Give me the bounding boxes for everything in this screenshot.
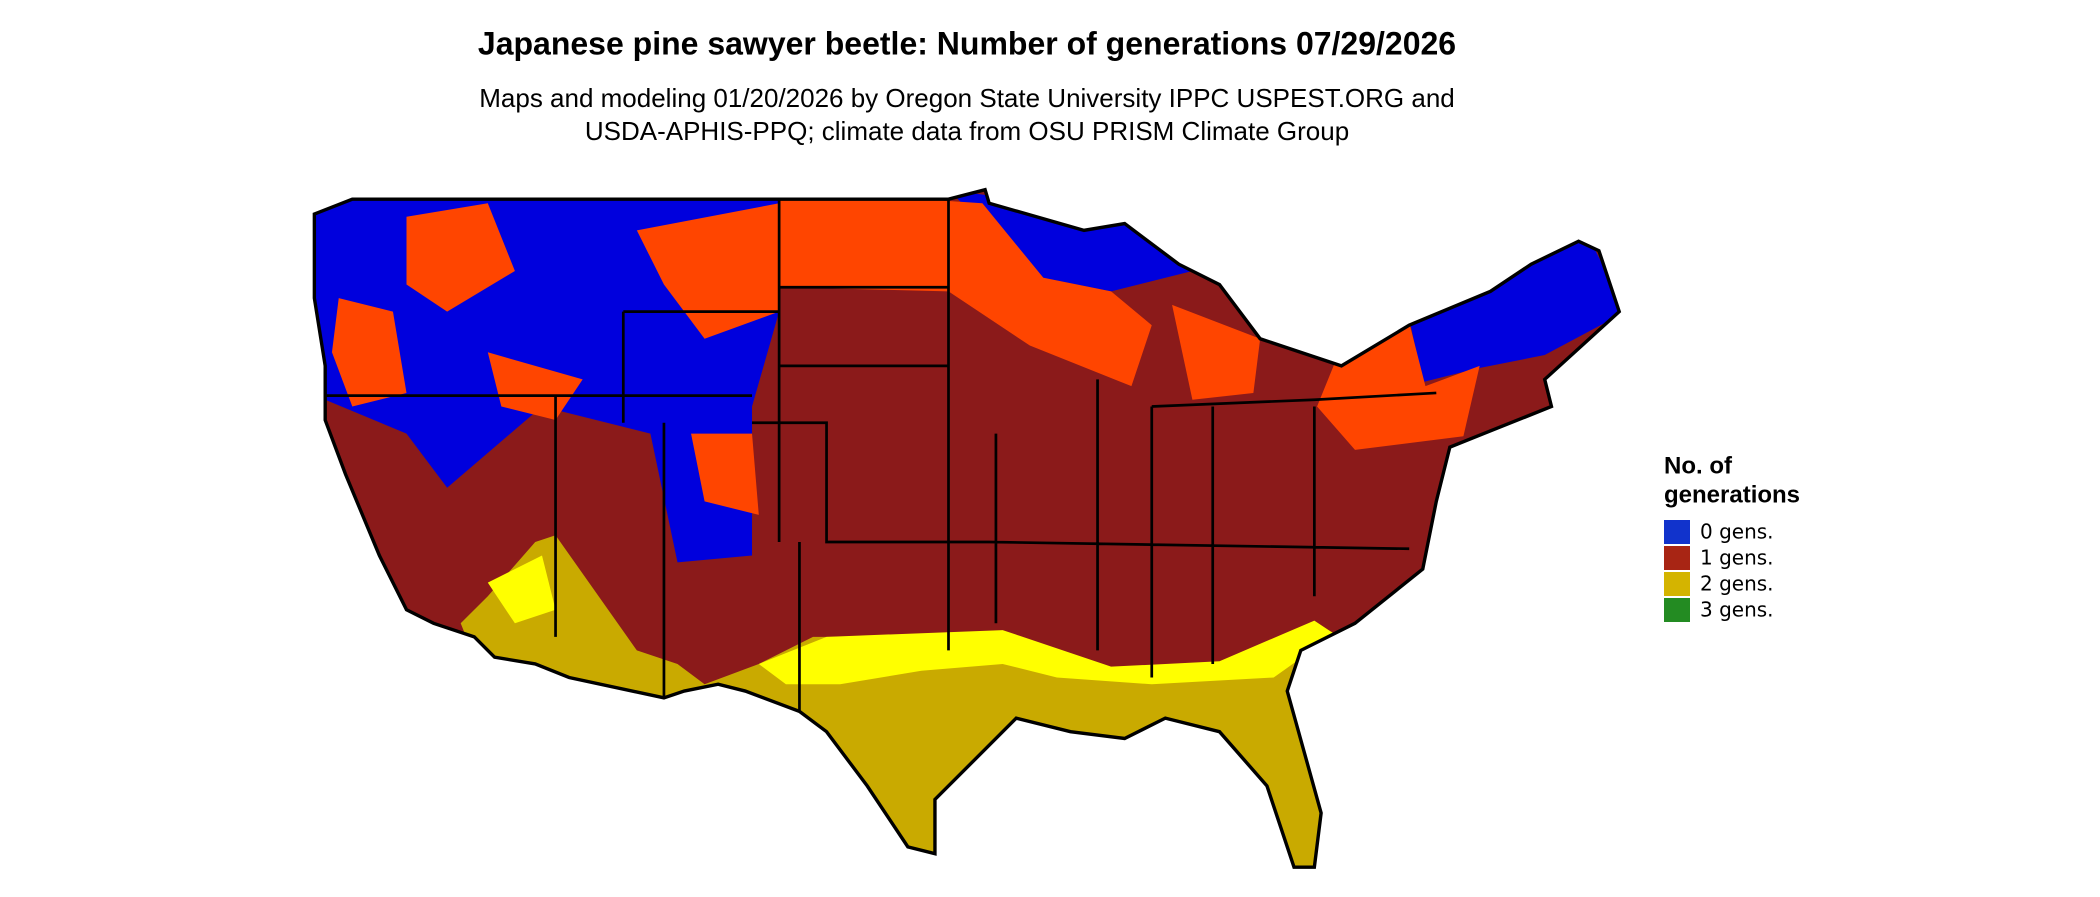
legend-swatch bbox=[1664, 546, 1690, 570]
legend-title: No. of bbox=[1664, 452, 1733, 479]
legend-swatch bbox=[1664, 520, 1690, 544]
legend: 0 gens.1 gens.2 gens.3 gens. bbox=[1664, 520, 1774, 622]
legend-label: 1 gens. bbox=[1700, 546, 1774, 570]
legend-label: 2 gens. bbox=[1700, 572, 1774, 596]
subtitle: Maps and modeling 01/20/2026 by Oregon S… bbox=[479, 83, 1455, 113]
subtitle: USDA-APHIS-PPQ; climate data from OSU PR… bbox=[585, 116, 1349, 146]
legend-label: 3 gens. bbox=[1700, 598, 1774, 622]
legend-label: 0 gens. bbox=[1700, 520, 1774, 544]
legend-swatch bbox=[1664, 598, 1690, 622]
legend-title: generations bbox=[1664, 481, 1800, 508]
us-map bbox=[312, 187, 1622, 869]
title: Japanese pine sawyer beetle: Number of g… bbox=[478, 25, 1456, 61]
legend-swatch bbox=[1664, 572, 1690, 596]
